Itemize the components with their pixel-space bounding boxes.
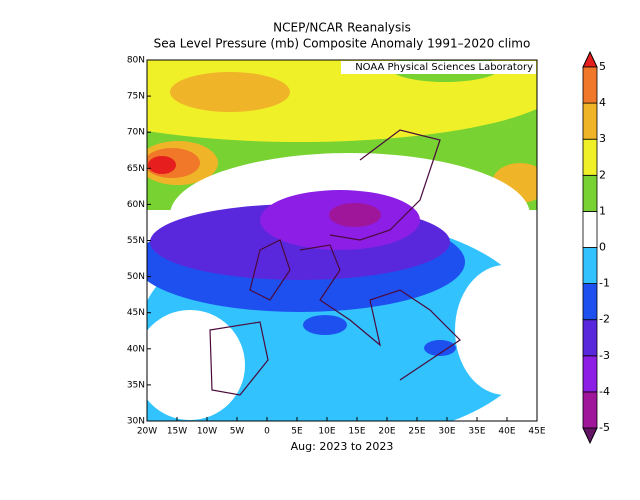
colorbar-segment [582,247,598,284]
y-tick-label: 75N [127,92,145,102]
y-tick-label: 80N [127,56,145,66]
x-tick-label: 10W [197,427,217,437]
x-tick-label: 0 [264,427,270,437]
x-tick-label: 5W [230,427,245,437]
x-tick-label: 10E [318,427,335,437]
colorbar-label: 4 [599,96,606,109]
x-tick-label: 30E [438,427,455,437]
colorbar-label: -3 [599,349,610,362]
colorbar-label: 5 [599,60,606,73]
anomaly-region [170,72,290,112]
x-tick-label: 15W [167,427,187,437]
colorbar-segment [582,174,598,212]
colorbar-label: -2 [599,313,610,326]
colorbar-label: 1 [599,204,606,217]
anomaly-region [303,315,347,335]
x-tick-label: 20E [378,427,395,437]
y-tick-label: 50N [127,272,145,282]
subtitle: Sea Level Pressure (mb) Composite Anomal… [154,37,531,51]
x-tick-label: 20W [137,427,157,437]
x-tick-label: 25E [408,427,425,437]
colorbar-label: 3 [599,132,606,145]
colorbar-label: 2 [599,168,606,181]
colorbar-label: -1 [599,277,610,290]
x-tick-label: 35E [468,427,485,437]
anomaly-region [147,310,245,420]
x-tick-label: 40E [498,427,515,437]
colorbar-segment [582,102,598,140]
colorbar-segment [582,283,598,321]
colorbar-label: -5 [599,421,610,434]
colorbar-segment [582,391,598,429]
anomaly-region [148,156,176,174]
x-tick-label: 45E [528,427,545,437]
anomaly-field [147,60,537,421]
colorbar-max-arrow [582,50,598,68]
y-tick-label: 30N [127,417,145,427]
anomaly-region [424,340,456,356]
colorbar-min-arrow [582,427,598,445]
title: NCEP/NCAR Reanalysis [273,21,411,35]
colorbar-segment [582,319,598,357]
y-tick-label: 65N [127,164,145,174]
credit: NOAA Physical Sciences Laboratory [355,62,533,73]
anomaly-region [455,265,537,395]
footer: Aug: 2023 to 2023 [291,440,394,453]
colorbar-label: 0 [599,241,606,254]
y-tick-label: 60N [127,200,145,210]
x-tick-label: 5E [291,427,303,437]
colorbar-segment [582,66,598,104]
colorbar-segment [582,210,598,248]
y-tick-label: 40N [127,344,145,354]
y-tick-label: 35N [127,380,145,390]
y-tick-label: 55N [127,236,145,246]
y-tick-label: 45N [127,308,145,318]
anomaly-region [329,203,381,227]
colorbar-segment [582,355,598,393]
y-tick-label: 70N [127,128,145,138]
colorbar-label: -4 [599,385,610,398]
colorbar-segment [582,138,598,176]
x-tick-label: 15E [348,427,365,437]
credit-box [341,61,536,74]
